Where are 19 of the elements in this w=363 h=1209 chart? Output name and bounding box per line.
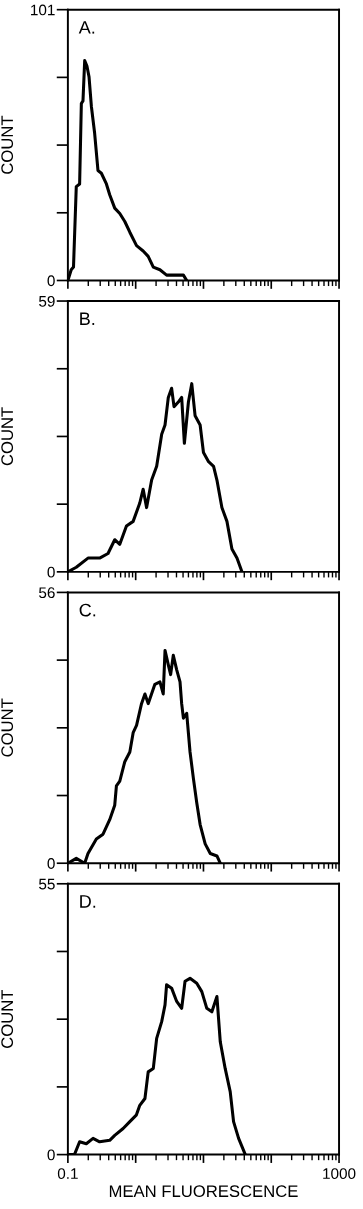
y-axis-title: COUNT bbox=[1, 407, 14, 466]
y-tick-label: 0 bbox=[47, 275, 55, 287]
y-tick-label: 101 bbox=[31, 4, 55, 16]
y-tick-label: 0 bbox=[47, 566, 55, 578]
annotation: B. bbox=[80, 312, 95, 325]
annotation: C. bbox=[79, 603, 96, 617]
x-tick-label: 1000 bbox=[323, 1168, 356, 1180]
y-tick-label: 56 bbox=[39, 587, 55, 599]
x-axis-title: MEAN FLUORESCENCE bbox=[109, 1185, 298, 1198]
y-tick-label: 0 bbox=[47, 858, 55, 869]
x-tick-label: 0.1 bbox=[57, 1168, 78, 1180]
annotation: D. bbox=[80, 895, 96, 908]
y-tick-label: 55 bbox=[39, 878, 55, 890]
y-axis-title: COUNT bbox=[1, 115, 14, 174]
y-tick-label: 59 bbox=[39, 295, 55, 307]
annotation: A. bbox=[78, 21, 95, 34]
y-axis-title: COUNT bbox=[1, 989, 14, 1048]
y-axis-title: COUNT bbox=[1, 698, 14, 757]
y-tick-label: 0 bbox=[47, 1149, 55, 1161]
